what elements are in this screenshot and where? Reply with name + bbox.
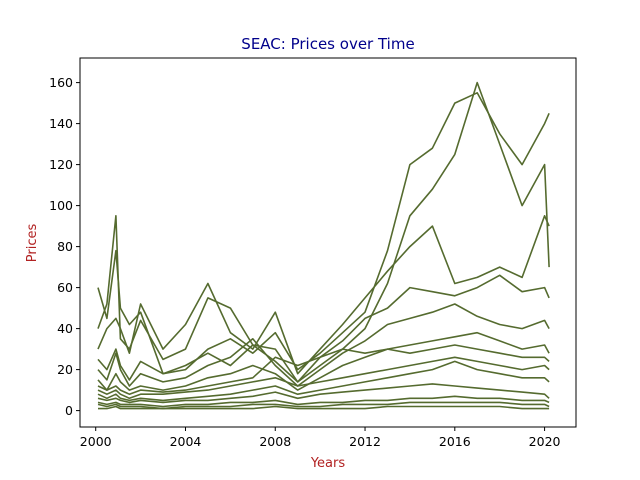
- price-series-line-13: [98, 405, 550, 410]
- y-tick-label: 100: [49, 198, 73, 213]
- price-series-line-12: [97, 401, 550, 410]
- price-series-line-10: [97, 383, 550, 404]
- y-tick-label: 20: [57, 362, 73, 377]
- y-tick-label: 0: [65, 403, 73, 418]
- plot-area-frame: [79, 57, 577, 428]
- price-series-line-7: [97, 344, 550, 395]
- y-tick-label: 120: [49, 157, 73, 172]
- x-tick-label: 2004: [170, 434, 202, 449]
- x-tick-label: 2016: [439, 434, 471, 449]
- price-series-line-1: [97, 92, 550, 375]
- x-tick-label: 2008: [259, 434, 291, 449]
- y-tick-label: 160: [49, 75, 73, 90]
- x-axis-label: Years: [310, 456, 346, 471]
- y-tick-label: 80: [57, 239, 73, 254]
- x-tick-label: 2000: [80, 434, 112, 449]
- price-series-line-11: [97, 395, 550, 408]
- price-series-line-9: [97, 360, 550, 402]
- x-tick-label: 2020: [529, 434, 561, 449]
- y-axis-label: Prices: [25, 224, 40, 263]
- y-tick-label: 60: [57, 280, 73, 295]
- y-tick-label: 140: [49, 116, 73, 131]
- price-series-line-4: [97, 274, 550, 383]
- price-series-line-8: [97, 356, 550, 400]
- chart-title: SEAC: Prices over Time: [241, 35, 414, 53]
- y-axis: 0 20 40 60 80 100 120 140 160: [49, 75, 80, 418]
- y-tick-label: 40: [57, 321, 73, 336]
- x-axis: 2000 2004 2008 2012 2016 2020: [80, 427, 561, 449]
- price-series-line-6: [97, 331, 550, 391]
- price-series-line-3: [97, 215, 550, 375]
- series-layer: [97, 81, 550, 410]
- price-series-line-2: [97, 81, 550, 383]
- x-tick-label: 2012: [349, 434, 381, 449]
